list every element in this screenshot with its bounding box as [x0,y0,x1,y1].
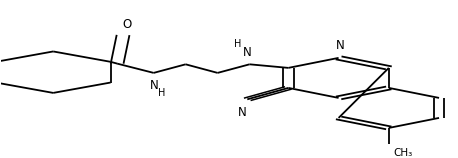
Text: N: N [243,46,251,59]
Text: N: N [336,39,344,52]
Text: N: N [150,79,159,92]
Text: CH₃: CH₃ [393,148,413,158]
Text: O: O [122,18,131,31]
Text: N: N [238,106,247,119]
Text: H: H [158,88,165,98]
Text: H: H [234,39,242,49]
